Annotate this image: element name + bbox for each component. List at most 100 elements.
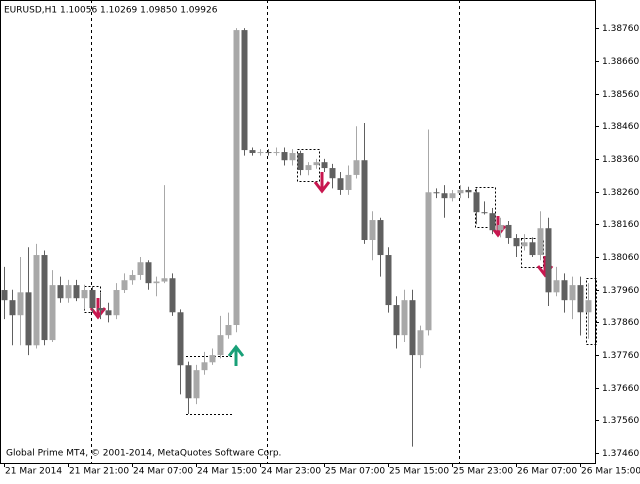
- y-tick-label: 1.37960: [602, 286, 639, 296]
- x-tick-label: 25 Mar 15:00: [389, 467, 449, 477]
- candle-body: [513, 238, 520, 247]
- candle-body: [409, 300, 416, 356]
- candle-body: [545, 228, 552, 293]
- candle-body: [393, 305, 400, 336]
- candle-body: [321, 162, 328, 169]
- candle-body: [249, 150, 256, 154]
- candle-body: [337, 178, 344, 190]
- candle-body: [561, 280, 568, 301]
- candle-body: [57, 285, 64, 299]
- sell-arrow: [89, 298, 107, 320]
- candle-body: [281, 152, 288, 161]
- candle-body: [201, 362, 208, 371]
- candle-body: [441, 193, 448, 199]
- candle-body: [289, 153, 296, 161]
- buy-arrow: [227, 344, 245, 366]
- y-tick-label: 1.38460: [602, 122, 639, 132]
- candle-body: [497, 224, 504, 231]
- candle-body: [449, 193, 456, 199]
- x-tick-label: 24 Mar 07:00: [133, 467, 193, 477]
- candle-body: [225, 325, 232, 336]
- y-tick-label: 1.38560: [602, 90, 639, 100]
- candle-body: [161, 278, 168, 282]
- candle-body: [297, 153, 304, 171]
- y-tick-label: 1.38160: [602, 220, 639, 230]
- candle-body: [457, 189, 464, 194]
- candle-body: [369, 220, 376, 241]
- candle-body: [233, 30, 240, 326]
- candle-body: [41, 255, 48, 341]
- candle-body: [177, 312, 184, 366]
- x-tick-label: 24 Mar 23:00: [261, 467, 321, 477]
- candle-body: [209, 355, 216, 363]
- candle-body: [25, 292, 32, 346]
- y-tick-label: 1.38760: [602, 24, 639, 34]
- y-tick-label: 1.37460: [602, 449, 639, 459]
- x-tick-label: 21 Mar 21:00: [69, 467, 129, 477]
- candle-body: [185, 365, 192, 399]
- candle-body: [489, 213, 496, 231]
- candle-body: [153, 281, 160, 284]
- candle-body: [473, 192, 480, 213]
- candle-body: [585, 300, 592, 313]
- candle-body: [553, 280, 560, 293]
- candle-body: [425, 192, 432, 331]
- chart-title: EURUSD,H1 1.10056 1.10269 1.09850 1.0992…: [4, 6, 218, 16]
- candle-body: [73, 285, 80, 299]
- candle-body: [1, 290, 8, 301]
- candle-body: [265, 152, 272, 154]
- plot-frame: [0, 0, 596, 464]
- candle-body: [217, 335, 224, 356]
- candle-body: [361, 160, 368, 241]
- y-tick-label: 1.38260: [602, 188, 639, 198]
- x-tick-label: 25 Mar 07:00: [325, 467, 385, 477]
- candle-body: [97, 308, 104, 311]
- zone-box: [586, 278, 597, 345]
- y-tick-label: 1.37660: [602, 384, 639, 394]
- candle-body: [145, 262, 152, 284]
- candle-body: [105, 310, 112, 316]
- candle-body: [377, 220, 384, 256]
- candle-body: [65, 285, 72, 299]
- x-tick-label: 24 Mar 15:00: [197, 467, 257, 477]
- candle-body: [329, 168, 336, 179]
- candle-body: [537, 228, 544, 256]
- candle-body: [81, 290, 88, 299]
- candle-body: [481, 212, 488, 214]
- sell-arrow: [313, 172, 331, 194]
- candle-body: [521, 242, 528, 247]
- candle-body: [305, 165, 312, 171]
- candle-body: [169, 278, 176, 313]
- y-tick-label: 1.38060: [602, 253, 639, 263]
- separators: [91, 0, 460, 463]
- x-tick-label: 26 Mar 15:00: [581, 467, 640, 477]
- candle-body: [465, 189, 472, 193]
- candle-body: [9, 300, 16, 316]
- candle-body: [241, 30, 248, 151]
- candle-body: [401, 300, 408, 336]
- y-tick-label: 1.38660: [602, 57, 639, 67]
- y-tick-label: 1.38360: [602, 155, 639, 165]
- candle-body: [417, 330, 424, 356]
- candle-body: [577, 285, 584, 313]
- candle-body: [137, 262, 144, 275]
- candle-body: [385, 255, 392, 306]
- candle-body: [273, 152, 280, 154]
- x-tick-label: 25 Mar 23:00: [453, 467, 513, 477]
- y-tick-label: 1.37860: [602, 318, 639, 328]
- candle-body: [129, 274, 136, 281]
- candle-body: [33, 255, 40, 346]
- x-tick-label: 26 Mar 07:00: [517, 467, 577, 477]
- candle-body: [257, 152, 264, 154]
- candle-body: [433, 192, 440, 194]
- candle-body: [505, 224, 512, 239]
- y-tick-label: 1.37760: [602, 351, 639, 361]
- candle-body: [193, 370, 200, 399]
- candle-body: [113, 290, 120, 316]
- candle-body: [569, 285, 576, 301]
- y-tick-label: 1.37560: [602, 416, 639, 426]
- candle-body: [313, 162, 320, 166]
- candle-body: [529, 242, 536, 256]
- candle-body: [17, 292, 24, 316]
